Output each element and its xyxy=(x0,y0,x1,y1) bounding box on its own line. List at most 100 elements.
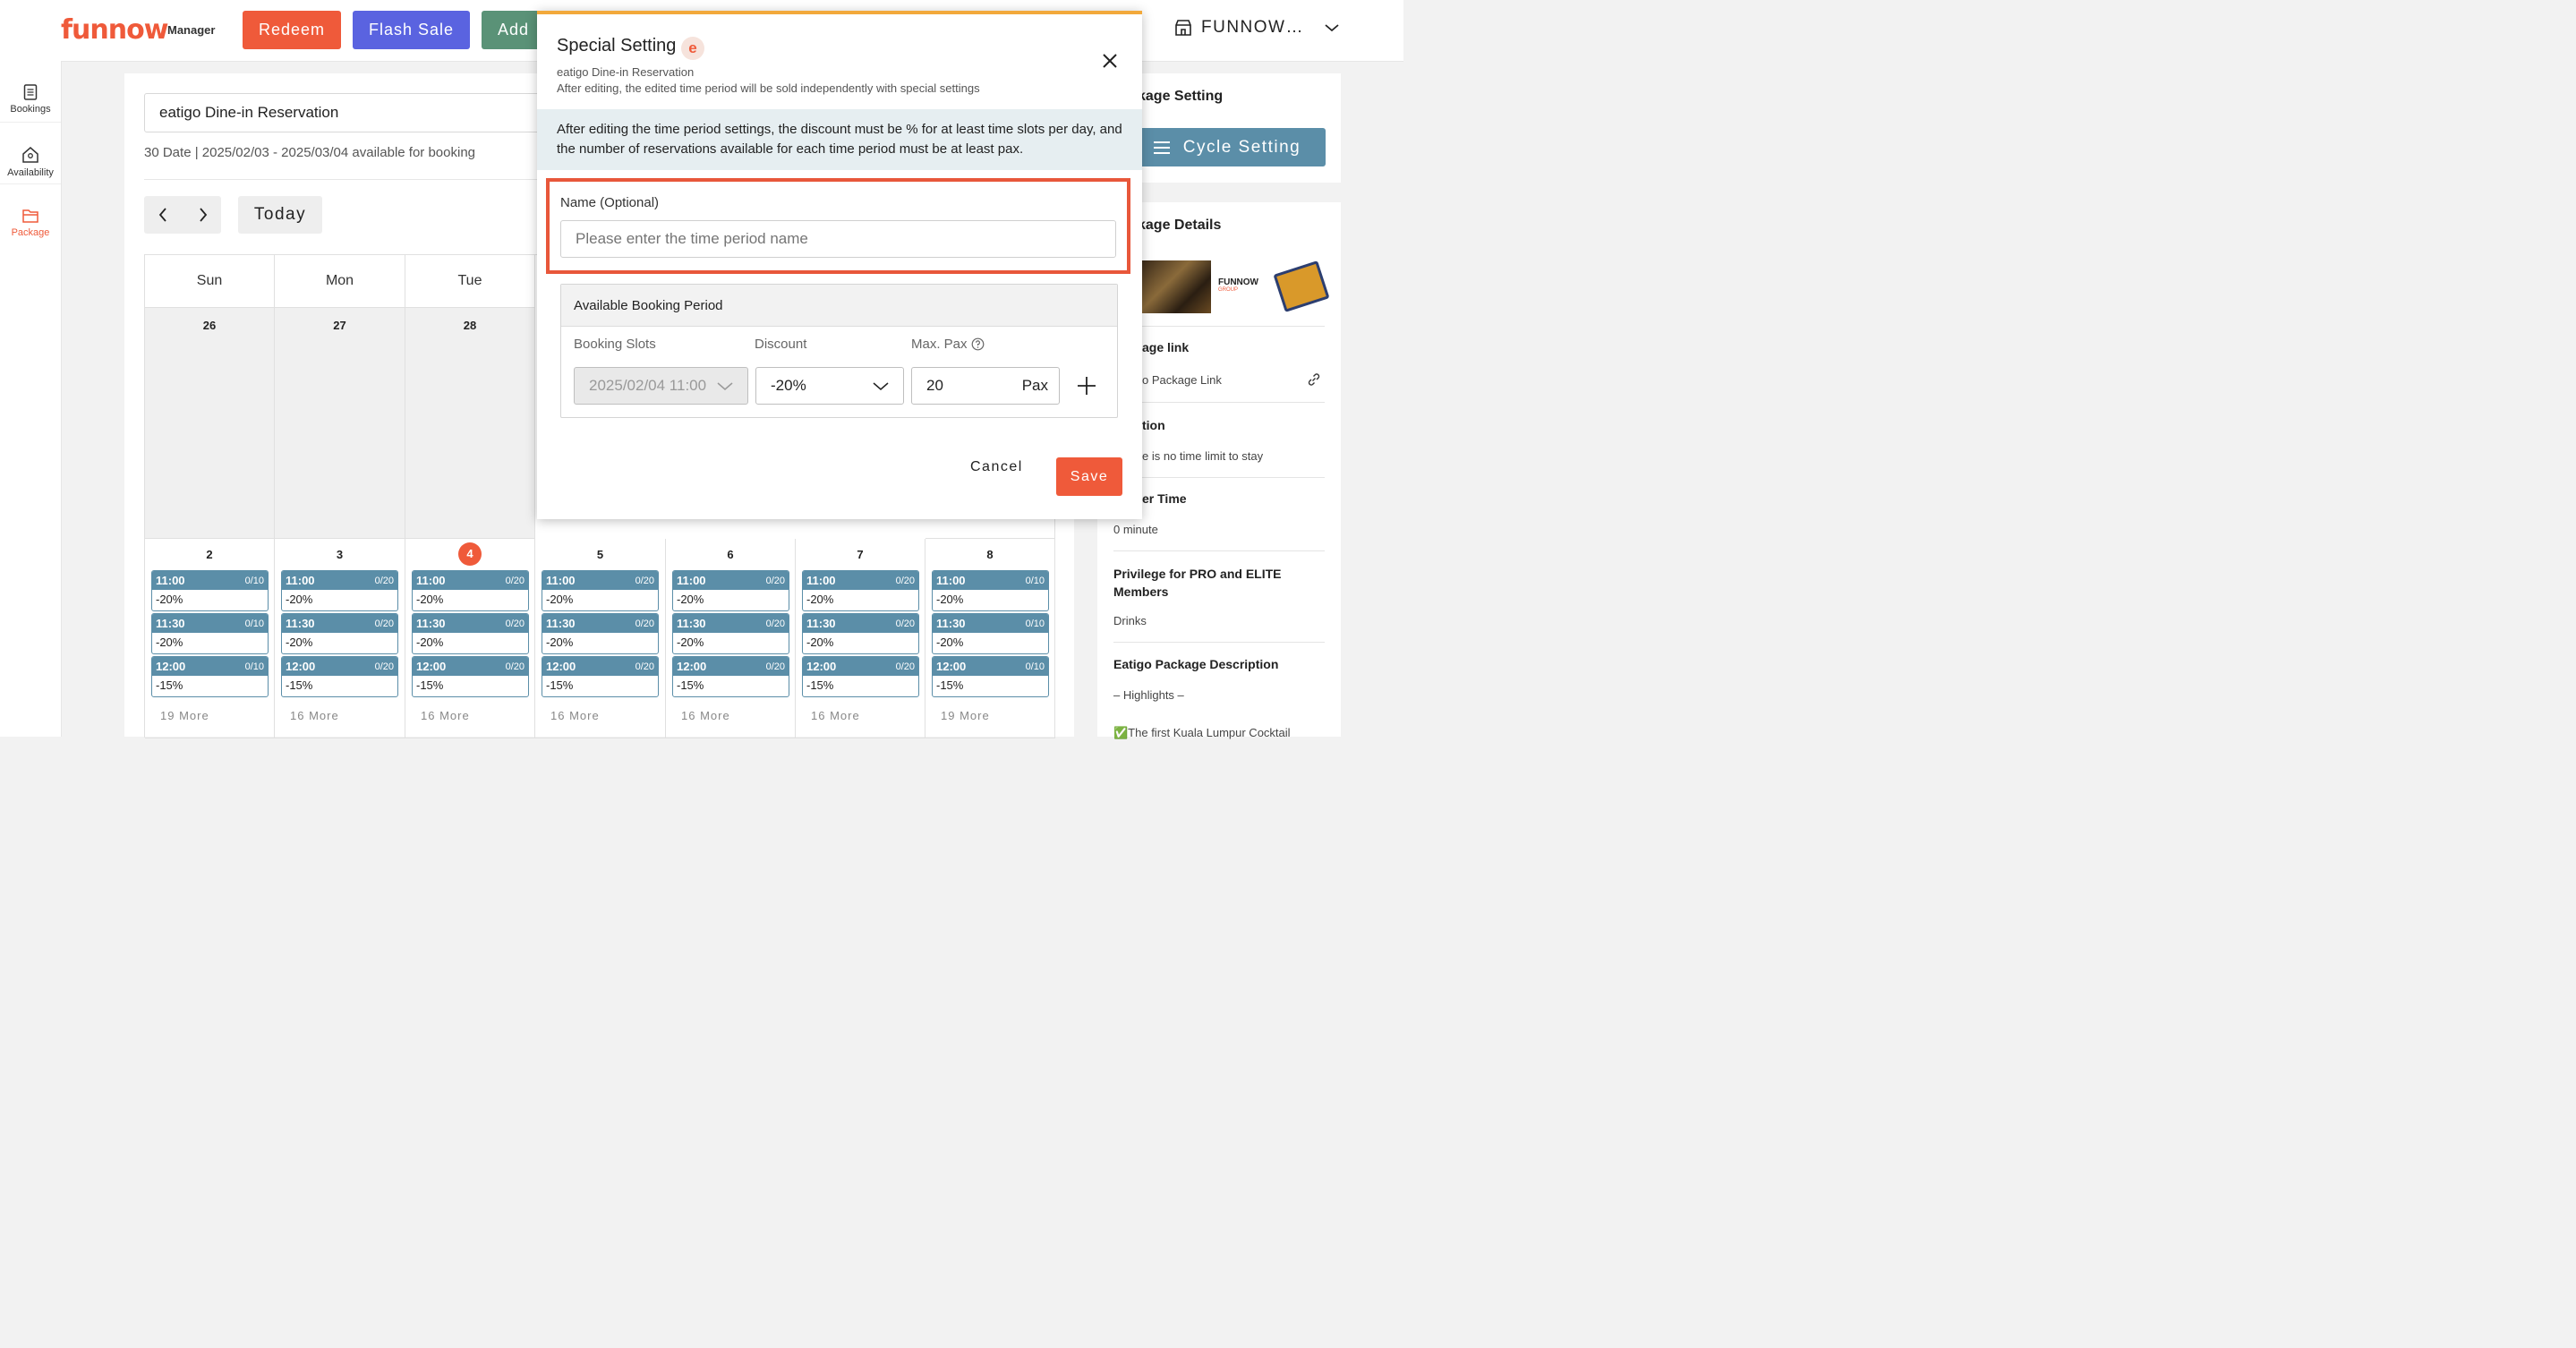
time-slot[interactable]: 11:00 0/20 -20% xyxy=(802,570,919,611)
time-slot[interactable]: 11:30 0/20 -20% xyxy=(542,613,659,654)
more-link[interactable]: 16 More xyxy=(421,709,470,722)
slot-capacity: 0/20 xyxy=(374,575,394,586)
sidebar-item-availability[interactable]: Availability xyxy=(0,123,61,184)
time-slot[interactable]: 11:30 0/20 -20% xyxy=(802,613,919,654)
today-button[interactable]: Today xyxy=(238,196,322,234)
flash-sale-button[interactable]: Flash Sale xyxy=(353,11,470,49)
slot-time: 11:30 xyxy=(286,617,315,630)
redeem-button[interactable]: Redeem xyxy=(243,11,341,49)
package-details-title: kage Details xyxy=(1138,218,1222,233)
time-slot-header: 11:00 0/10 xyxy=(152,571,268,590)
store-icon xyxy=(1175,20,1191,36)
day-number-text: 5 xyxy=(596,548,604,561)
time-slot[interactable]: 11:30 0/10 -20% xyxy=(151,613,269,654)
time-slot[interactable]: 12:00 0/20 -15% xyxy=(802,656,919,697)
slot-discount: -20% xyxy=(677,636,704,649)
calendar-day-cell[interactable]: 6 11:00 0/20 -20% 11:30 0/20 -20% 12:00 0/20 -15%… xyxy=(666,539,796,738)
funnow-logo[interactable]: funnow xyxy=(61,14,168,46)
link-icon[interactable] xyxy=(1307,372,1321,387)
slot-capacity: 0/20 xyxy=(635,575,654,586)
calendar-day-cell[interactable]: 26 xyxy=(145,308,275,539)
slot-discount: -20% xyxy=(286,593,313,606)
time-slot[interactable]: 11:30 0/20 -20% xyxy=(412,613,529,654)
sidebar-item-package[interactable]: Package xyxy=(0,184,61,245)
time-slot-header: 11:30 0/20 xyxy=(803,614,918,633)
calendar-day-cell[interactable]: 3 11:00 0/20 -20% 11:30 0/20 -20% 12:00 0/20 -15%… xyxy=(275,539,405,738)
folder-icon xyxy=(22,209,38,223)
package-photo[interactable] xyxy=(1142,260,1211,313)
slot-capacity: 0/10 xyxy=(1025,575,1045,586)
modal-overlay: Special Setting e eatigo Dine-in Reserva… xyxy=(0,0,1403,737)
brand-logo-text: FUNNOW xyxy=(1218,277,1258,287)
time-slot[interactable]: 12:00 0/10 -15% xyxy=(151,656,269,697)
calendar-day-cell[interactable]: 5 11:00 0/20 -20% 11:30 0/20 -20% 12:00 0/20 -15%… xyxy=(535,539,666,738)
time-slot[interactable]: 11:00 0/10 -20% xyxy=(151,570,269,611)
chevron-right-icon[interactable] xyxy=(194,207,210,223)
time-slot[interactable]: 11:00 0/20 -20% xyxy=(412,570,529,611)
slot-capacity: 0/20 xyxy=(635,661,654,672)
time-slot[interactable]: 12:00 0/20 -15% xyxy=(412,656,529,697)
slot-capacity: 0/20 xyxy=(505,661,525,672)
cancel-button[interactable]: Cancel xyxy=(970,459,1023,474)
calendar-day-cell[interactable]: 7 11:00 0/20 -20% 11:30 0/20 -20% 12:00 0/20 -15%… xyxy=(796,539,925,738)
slot-discount: -20% xyxy=(677,593,704,606)
time-slot[interactable]: 11:00 0/10 -20% xyxy=(932,570,1049,611)
divider xyxy=(1113,402,1325,403)
slot-capacity: 0/20 xyxy=(635,618,654,629)
calendar-day-cell[interactable]: 27 xyxy=(275,308,405,539)
help-icon[interactable] xyxy=(971,337,985,351)
time-slot[interactable]: 12:00 0/20 -15% xyxy=(281,656,398,697)
time-slot[interactable]: 11:00 0/20 -20% xyxy=(672,570,789,611)
day-number: 26 xyxy=(202,319,217,332)
add-slot-icon[interactable] xyxy=(1077,376,1096,396)
calendar-day-cell[interactable]: 28 xyxy=(405,308,535,539)
slot-discount: -20% xyxy=(546,593,574,606)
logo-subtitle: Manager xyxy=(167,23,216,37)
slot-discount: -20% xyxy=(806,636,834,649)
time-slot-header: 11:00 0/20 xyxy=(282,571,397,590)
max-pax-label: Max. Pax xyxy=(911,337,968,352)
time-slot[interactable]: 12:00 0/10 -15% xyxy=(932,656,1049,697)
slot-discount: -15% xyxy=(416,678,444,692)
time-slot[interactable]: 11:00 0/20 -20% xyxy=(542,570,659,611)
time-slot[interactable]: 11:00 0/20 -20% xyxy=(281,570,398,611)
calendar-day-cell[interactable]: 4 11:00 0/20 -20% 11:30 0/20 -20% 12:00 0/20 -15%… xyxy=(405,539,535,738)
slot-time: 11:00 xyxy=(286,574,315,587)
calendar-day-cell[interactable]: 8 11:00 0/10 -20% 11:30 0/10 -20% 12:00 0/10 -15%… xyxy=(925,539,1055,738)
booking-slot-select[interactable]: 2025/02/04 11:00 xyxy=(574,367,748,405)
calendar-day-cell[interactable]: 2 11:00 0/10 -20% 11:30 0/10 -20% 12:00 0/10 -15%… xyxy=(145,539,275,738)
time-slot[interactable]: 12:00 0/20 -15% xyxy=(542,656,659,697)
more-link[interactable]: 16 More xyxy=(550,709,600,722)
slot-discount: -20% xyxy=(156,593,183,606)
add-button[interactable]: Add xyxy=(482,11,544,49)
time-period-name-input[interactable] xyxy=(560,220,1116,258)
description-text: – Highlights – xyxy=(1113,688,1184,702)
save-button[interactable]: Save xyxy=(1056,457,1122,496)
package-link-text[interactable]: o Package Link xyxy=(1142,373,1222,387)
chevron-left-icon[interactable] xyxy=(156,207,172,223)
more-link[interactable]: 16 More xyxy=(811,709,860,722)
more-link[interactable]: 16 More xyxy=(681,709,730,722)
store-selector[interactable]: FUNNOW… xyxy=(1174,18,1340,38)
time-slot-header: 12:00 0/10 xyxy=(152,657,268,676)
time-slot[interactable]: 12:00 0/20 -15% xyxy=(672,656,789,697)
more-link[interactable]: 19 More xyxy=(941,709,990,722)
sidebar-item-bookings[interactable]: Bookings xyxy=(0,61,61,123)
brand-logo[interactable]: FUNNOW GROUP xyxy=(1218,277,1265,293)
chevron-down-icon xyxy=(873,382,889,390)
more-link[interactable]: 16 More xyxy=(290,709,339,722)
more-link[interactable]: 19 More xyxy=(160,709,209,722)
time-slot[interactable]: 11:30 0/20 -20% xyxy=(672,613,789,654)
time-slot[interactable]: 11:30 0/10 -20% xyxy=(932,613,1049,654)
highlight-box xyxy=(546,178,1130,274)
close-icon[interactable] xyxy=(1099,50,1121,72)
discount-label: Discount xyxy=(755,337,807,352)
booking-slot-value: 2025/02/04 11:00 xyxy=(589,377,707,394)
discount-select[interactable]: -20% xyxy=(755,367,904,405)
privilege-title: Privilege for PRO and ELITE Members xyxy=(1113,567,1282,599)
time-slot[interactable]: 11:30 0/20 -20% xyxy=(281,613,398,654)
cycle-setting-button[interactable]: Cycle Setting xyxy=(1128,128,1326,166)
day-number: 6 xyxy=(666,548,795,561)
slot-capacity: 0/20 xyxy=(505,618,525,629)
max-pax-input[interactable]: 20 Pax xyxy=(911,367,1060,405)
